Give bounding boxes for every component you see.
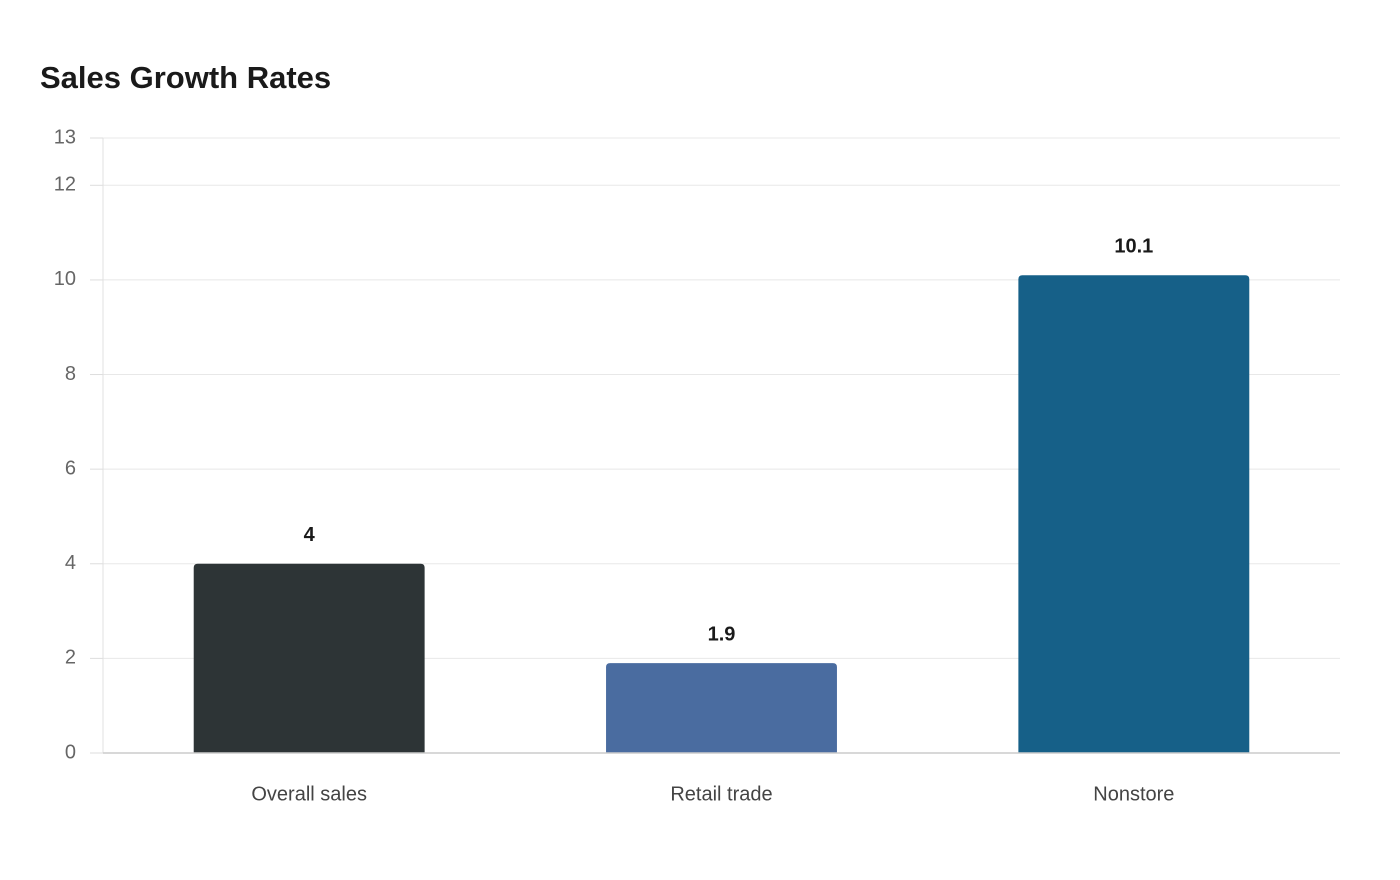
y-tick-label: 6 xyxy=(65,457,76,479)
y-tick-label: 0 xyxy=(65,741,76,763)
y-tick-label: 10 xyxy=(54,268,76,290)
x-tick-label: Overall sales xyxy=(251,783,367,805)
y-tick-label: 2 xyxy=(65,647,76,669)
data-label: 1.9 xyxy=(708,623,736,645)
data-label: 4 xyxy=(304,524,316,546)
y-tick-label: 12 xyxy=(54,174,76,196)
bar xyxy=(193,563,425,753)
x-tick-label: Nonstore xyxy=(1093,783,1174,805)
y-tick-label: 13 xyxy=(54,126,76,148)
bar xyxy=(606,663,837,753)
chart-title: Sales Growth Rates xyxy=(40,60,331,95)
x-tick-label: Retail trade xyxy=(670,783,772,805)
bar xyxy=(1018,275,1250,753)
y-tick-label: 4 xyxy=(65,552,76,574)
data-label: 10.1 xyxy=(1114,235,1153,257)
y-tick-label: 8 xyxy=(65,363,76,385)
